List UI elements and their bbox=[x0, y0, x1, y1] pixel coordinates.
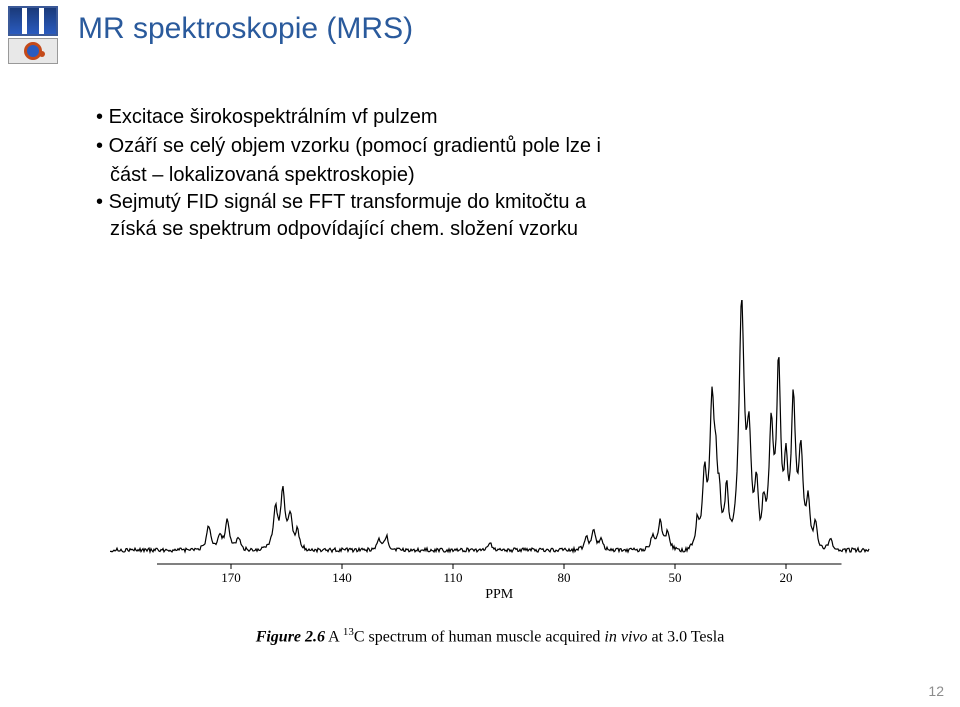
caption-figlabel: Figure 2.6 bbox=[256, 628, 325, 645]
bullet-3-cont: získá se spektrum odpovídající chem. slo… bbox=[96, 216, 601, 243]
svg-text:80: 80 bbox=[558, 570, 571, 585]
logo-bottom bbox=[8, 38, 58, 64]
spectrum-plot: 170 140 110 80 50 20 PPM bbox=[110, 300, 870, 600]
caption-t1: A bbox=[325, 628, 343, 645]
svg-text:110: 110 bbox=[443, 570, 462, 585]
caption-t2: C spectrum of human muscle acquired bbox=[354, 628, 605, 645]
slide-title: MR spektroskopie (MRS) bbox=[78, 12, 413, 46]
svg-text:50: 50 bbox=[669, 570, 682, 585]
bullet-1: Excitace širokospektrálním vf pulzem bbox=[96, 104, 601, 131]
caption-ital: in vivo bbox=[604, 628, 647, 645]
bullet-3: Sejmutý FID signál se FFT transformuje d… bbox=[96, 189, 601, 216]
spectrum-figure: 170 140 110 80 50 20 PPM bbox=[110, 300, 870, 600]
bullet-2: Ozáří se celý objem vzorku (pomocí gradi… bbox=[96, 133, 601, 160]
svg-text:170: 170 bbox=[221, 570, 241, 585]
svg-text:140: 140 bbox=[332, 570, 352, 585]
svg-text:20: 20 bbox=[780, 570, 793, 585]
logo-stack bbox=[8, 6, 58, 64]
caption-sup: 13 bbox=[343, 626, 354, 638]
caption-t3: at 3.0 Tesla bbox=[648, 628, 725, 645]
bullet-list: Excitace širokospektrálním vf pulzem Ozá… bbox=[96, 104, 601, 243]
bullet-2-cont: část – lokalizovaná spektroskopie) bbox=[96, 162, 601, 189]
figure-caption: Figure 2.6 A 13C spectrum of human muscl… bbox=[110, 626, 870, 646]
svg-text:PPM: PPM bbox=[485, 587, 514, 600]
page-number: 12 bbox=[928, 683, 944, 699]
logo-top bbox=[8, 6, 58, 36]
